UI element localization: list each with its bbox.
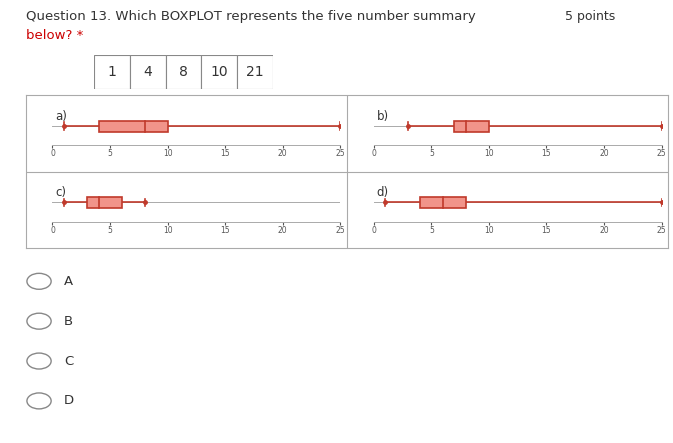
Bar <box>130 55 166 89</box>
Text: a): a) <box>55 109 67 123</box>
Text: 4: 4 <box>143 65 152 79</box>
Text: D: D <box>64 394 74 408</box>
Text: 10: 10 <box>210 65 228 79</box>
Bar <box>166 55 201 89</box>
Bar <box>94 55 130 89</box>
Bar <box>87 197 122 208</box>
Text: Question 13. Which BOXPLOT represents the five number summary: Question 13. Which BOXPLOT represents th… <box>26 10 475 23</box>
Text: 8: 8 <box>179 65 188 79</box>
Text: b): b) <box>377 109 389 123</box>
Text: B: B <box>64 315 73 328</box>
Bar <box>454 120 489 132</box>
Text: 1: 1 <box>108 65 116 79</box>
Bar <box>98 120 168 132</box>
Text: below? *: below? * <box>26 29 83 42</box>
Text: c): c) <box>55 186 67 199</box>
Text: 5 points: 5 points <box>565 10 616 23</box>
Bar <box>420 197 466 208</box>
Text: A: A <box>64 275 73 288</box>
Text: d): d) <box>377 186 389 199</box>
Bar <box>201 55 237 89</box>
Text: C: C <box>64 354 73 368</box>
Bar <box>237 55 273 89</box>
Text: 21: 21 <box>246 65 264 79</box>
